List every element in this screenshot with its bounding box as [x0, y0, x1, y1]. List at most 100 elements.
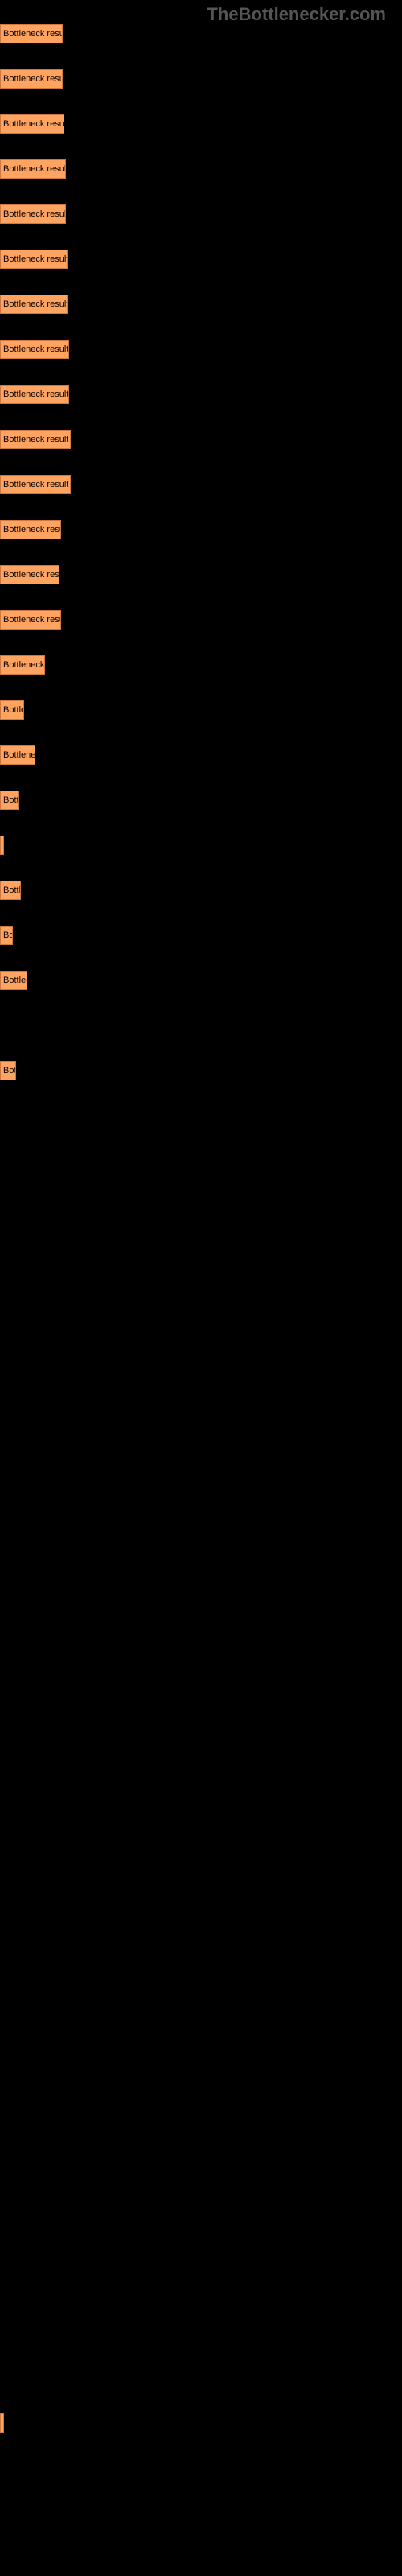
bar-row: Bottleneck result	[0, 159, 402, 179]
bar-label: Bottl	[3, 886, 21, 895]
bar: Bottleneck result	[0, 385, 69, 404]
bar-row: Bottleneck	[0, 655, 402, 675]
bar-row: B	[0, 836, 402, 855]
bar: Bottleneck result	[0, 475, 71, 494]
bar-row	[0, 1737, 402, 1757]
bar-row	[0, 1512, 402, 1531]
bar-label: Bottleneck result	[3, 209, 66, 219]
bar-label: Bottleneck result	[3, 570, 59, 580]
bar-label: Bottleneck result	[3, 615, 61, 625]
bar: Bottle	[0, 700, 24, 720]
bar-row: Bottleneck result	[0, 610, 402, 630]
bar-row: Bottleneck result	[0, 250, 402, 269]
bar: Bottleneck result	[0, 159, 66, 179]
bar-row: Bottler	[0, 971, 402, 990]
bar: Bottleneck result	[0, 250, 68, 269]
bar-row	[0, 1963, 402, 1982]
bar-row	[0, 2458, 402, 2478]
bar-label: Bottler	[3, 976, 27, 985]
bar-row	[0, 1016, 402, 1035]
bar-row: Bottleneck result	[0, 475, 402, 494]
bar-row	[0, 1151, 402, 1170]
bar-row: Bottleneck result	[0, 340, 402, 359]
bar: Bottleneck result	[0, 430, 71, 449]
bar-row	[0, 2413, 402, 2433]
bar-row: Bottleneck result	[0, 520, 402, 539]
bar: Bottler	[0, 971, 27, 990]
bar-row	[0, 1692, 402, 1711]
bar-row	[0, 1422, 402, 1441]
bar-row: Bottleneck result	[0, 69, 402, 89]
watermark-text: TheBottlenecker.com	[207, 4, 386, 25]
bar: Bottleneck result	[0, 295, 68, 314]
bar-label: Bottleneck result	[3, 345, 68, 354]
bar-row	[0, 1918, 402, 1937]
bar-chart: Bottleneck result Bottleneck result Bottle…	[0, 0, 402, 2565]
bar-label: Bottleneck result	[3, 435, 68, 444]
bar-row	[0, 1241, 402, 1261]
bar-row: Bottl	[0, 881, 402, 900]
bar-row: Bo	[0, 926, 402, 945]
bar-row	[0, 1782, 402, 1802]
bar-row: Bottleneck result	[0, 24, 402, 43]
bar-label: Bottleneck result	[3, 29, 63, 39]
bar-row	[0, 1377, 402, 1396]
bar-row: Bottleneck result	[0, 430, 402, 449]
bar-row: Bottleneck result	[0, 295, 402, 314]
bar: Bottleneck result	[0, 114, 64, 134]
bar-row: Bottleneck result	[0, 565, 402, 584]
bar-label: Bottleneck	[3, 750, 35, 760]
bar-row: Bottleneck result	[0, 385, 402, 404]
bar-row	[0, 1331, 402, 1351]
bar-row	[0, 1196, 402, 1216]
bar-row	[0, 1602, 402, 1621]
bar-label: Bottleneck result	[3, 119, 64, 129]
bar: Bottleneck result	[0, 204, 66, 224]
bar-row: Bottle	[0, 700, 402, 720]
bar: Bottleneck	[0, 655, 45, 675]
bar-row	[0, 1872, 402, 1892]
bar-label: Bott	[3, 795, 19, 805]
bar-label: Bottleneck result	[3, 164, 66, 174]
bar: Bottleneck result	[0, 565, 59, 584]
bar: Bo	[0, 926, 13, 945]
bar: Bottleneck result	[0, 520, 61, 539]
bar: Bottleneck result	[0, 340, 69, 359]
bar: Bottleneck result	[0, 24, 63, 43]
bar-row	[0, 2143, 402, 2162]
bar	[0, 2413, 4, 2433]
bar-row	[0, 1647, 402, 1666]
bar-label: B	[3, 840, 4, 850]
bar-row	[0, 2233, 402, 2252]
bar-row	[0, 1827, 402, 1847]
bar: Bottleneck	[0, 745, 35, 765]
bar-row: Bottleneck result	[0, 204, 402, 224]
bar-label: Bot	[3, 1066, 16, 1075]
bar-label: Bottleneck result	[3, 299, 68, 309]
bar: Bottleneck result	[0, 610, 61, 630]
bar-label: Bottleneck	[3, 660, 44, 670]
bar-row	[0, 2188, 402, 2207]
bar: Bott	[0, 791, 19, 810]
bar: Bot	[0, 1061, 16, 1080]
bar-row: Bottleneck result	[0, 114, 402, 134]
bar-label: Bottle	[3, 705, 24, 715]
bar-row	[0, 2008, 402, 2027]
bar-row	[0, 1467, 402, 1486]
bar-row	[0, 2098, 402, 2117]
bar: Bottl	[0, 881, 21, 900]
bar-row: Bott	[0, 791, 402, 810]
bar-row	[0, 1106, 402, 1125]
bar-label: Bottleneck result	[3, 254, 68, 264]
bar-row	[0, 1286, 402, 1306]
bar-label: Bottleneck result	[3, 390, 68, 399]
bar-row	[0, 2504, 402, 2523]
bar-row	[0, 2278, 402, 2297]
bar-label: Bottleneck result	[3, 525, 61, 535]
bar: B	[0, 836, 4, 855]
bar-row: Bottleneck	[0, 745, 402, 765]
bar: Bottleneck result	[0, 69, 63, 89]
bar-row	[0, 2053, 402, 2072]
bar-row: Bot	[0, 1061, 402, 1080]
bar-row	[0, 2323, 402, 2343]
